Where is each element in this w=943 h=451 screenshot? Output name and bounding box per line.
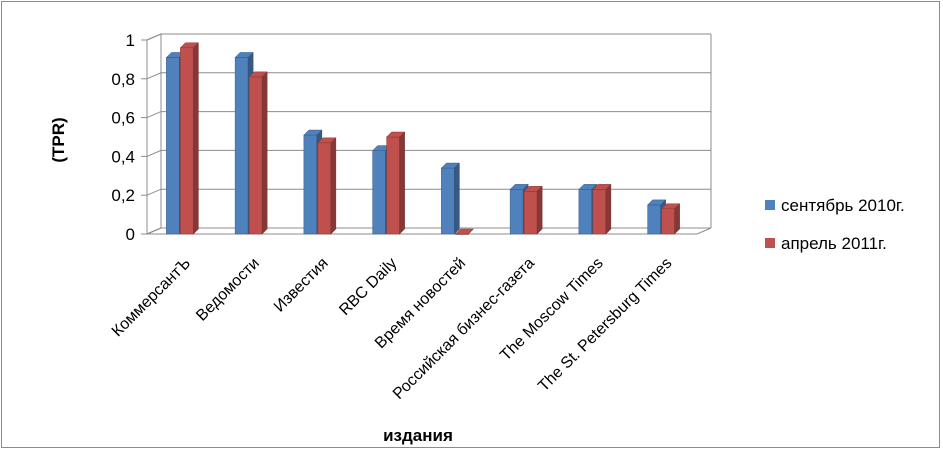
y-tick-labels: 0 0,2 0,4 0,6 0,8 1 — [111, 31, 135, 244]
gridlines — [141, 33, 712, 235]
x-category-label: Ведомости — [193, 255, 263, 325]
bar-1-5 — [440, 162, 460, 235]
y-tick-label: 0,4 — [111, 147, 135, 166]
floor — [146, 227, 712, 235]
bar-2-4 — [386, 131, 406, 235]
bar-2-8 — [661, 203, 681, 235]
y-axis-title: (TPR) — [49, 117, 68, 162]
y-tick-label: 0,2 — [111, 186, 135, 205]
bar-2-5 — [454, 228, 474, 235]
y-tick-label: 1 — [126, 31, 135, 50]
bar-2-1 — [179, 42, 199, 235]
legend-swatch-series-2 — [765, 238, 775, 248]
bar-2-2 — [248, 71, 268, 235]
x-axis-title: издания — [383, 426, 453, 445]
gridline — [146, 149, 711, 157]
y-tick-label: 0 — [126, 225, 135, 244]
x-category-label: RBC Daily — [336, 255, 400, 319]
side-wall — [146, 33, 162, 235]
legend-swatch-series-1 — [765, 200, 775, 210]
gridline — [146, 111, 711, 119]
y-tick-label: 0,8 — [111, 70, 135, 89]
x-category-label: The St. Petersburg Times — [535, 255, 675, 395]
bars — [165, 42, 681, 235]
legend: сентябрь 2010г. апрель 2011г. — [765, 196, 905, 253]
gridline — [146, 188, 711, 196]
legend-label-series-2: апрель 2011г. — [781, 234, 887, 253]
x-category-label: Известия — [271, 255, 332, 316]
x-category-labels: КоммерсантЪ Ведомости Известия RBC DailyВре… — [109, 255, 676, 403]
legend-label-series-1: сентябрь 2010г. — [781, 196, 905, 215]
x-category-label: Российская бизнес-газета — [390, 255, 538, 403]
bar-2-3 — [317, 137, 337, 235]
x-category-label: КоммерсантЪ — [109, 255, 194, 340]
y-tick-label: 0,6 — [111, 109, 135, 128]
bar-2-7 — [592, 183, 612, 235]
gridline — [146, 72, 711, 80]
bar-2-6 — [523, 185, 543, 235]
gridline — [146, 33, 711, 41]
